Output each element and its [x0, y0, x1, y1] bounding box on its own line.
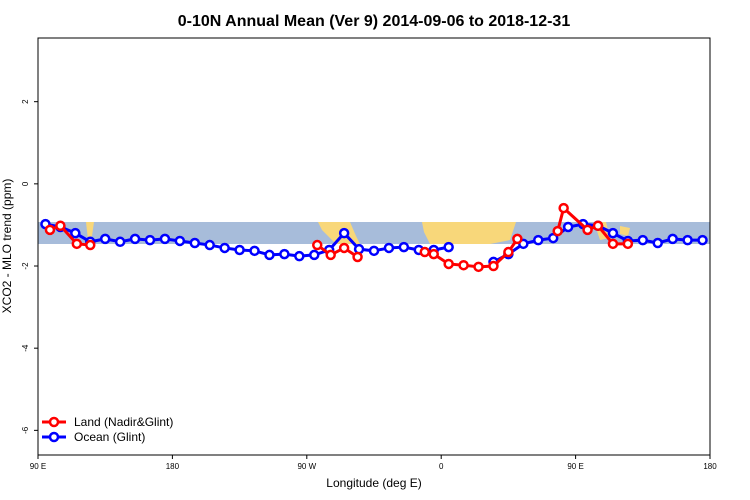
y-tick-label: 0: [21, 181, 30, 186]
x-tick-label: 180: [703, 462, 717, 471]
y-tick-label: 2: [21, 99, 30, 104]
point: [383, 242, 395, 254]
x-axis-title: Longitude (deg E): [326, 476, 421, 490]
point: [174, 235, 186, 247]
point: [552, 225, 563, 237]
legend: Land (Nadir&Glint)Ocean (Glint): [42, 415, 173, 444]
x-tick-label: 0: [439, 462, 444, 471]
point: [55, 220, 66, 232]
point: [607, 227, 619, 239]
point: [547, 232, 559, 244]
point: [592, 220, 604, 232]
point: [512, 233, 523, 245]
y-axis-title: XCO2 - MLO trend (ppm): [0, 179, 14, 314]
legend-label: Ocean (Glint): [74, 430, 145, 444]
point: [264, 249, 275, 261]
y-tick-label: -2: [21, 262, 30, 270]
point: [667, 233, 678, 245]
point: [294, 250, 305, 262]
point: [279, 248, 290, 260]
legend-marker: [48, 416, 60, 428]
point: [338, 227, 350, 239]
point: [458, 259, 469, 271]
point: [219, 242, 230, 254]
point: [428, 248, 439, 260]
point: [637, 234, 649, 246]
x-tick-label: 180: [166, 462, 180, 471]
point: [607, 238, 619, 250]
point: [533, 234, 544, 246]
point: [652, 237, 663, 249]
point: [144, 234, 156, 246]
point: [114, 236, 126, 248]
point: [129, 233, 141, 245]
legend-marker: [48, 431, 60, 443]
point: [159, 233, 171, 245]
point: [473, 261, 484, 273]
point: [325, 249, 336, 261]
point: [697, 234, 708, 246]
point: [558, 202, 569, 214]
point: [582, 224, 593, 236]
point: [189, 237, 201, 249]
series-line: [49, 205, 628, 269]
point: [249, 245, 260, 257]
point: [71, 238, 83, 250]
x-tick-label: 90 E: [567, 462, 583, 471]
y-tick-label: -6: [21, 426, 30, 434]
point: [309, 249, 320, 261]
point: [503, 246, 514, 258]
chart-title: 0-10N Annual Mean (Ver 9) 2014-09-06 to …: [178, 13, 571, 30]
point: [99, 233, 111, 245]
point: [398, 241, 410, 253]
plot-frame: [37, 37, 711, 456]
point: [443, 258, 454, 270]
point: [562, 221, 574, 233]
point: [70, 227, 81, 239]
point: [622, 238, 634, 250]
point: [682, 234, 693, 246]
point: [338, 242, 350, 254]
point: [44, 224, 56, 236]
x-tick-label: 90 W: [297, 462, 316, 471]
point: [368, 245, 380, 257]
legend-label: Land (Nadir&Glint): [74, 415, 173, 429]
point: [488, 260, 499, 272]
point: [204, 239, 215, 251]
point: [443, 241, 454, 253]
y-tick-label: -4: [21, 344, 30, 352]
point: [85, 239, 96, 251]
point: [352, 251, 363, 263]
point: [312, 239, 323, 251]
x-tick-label: 90 E: [30, 462, 46, 471]
point: [419, 246, 431, 258]
point: [234, 244, 245, 256]
